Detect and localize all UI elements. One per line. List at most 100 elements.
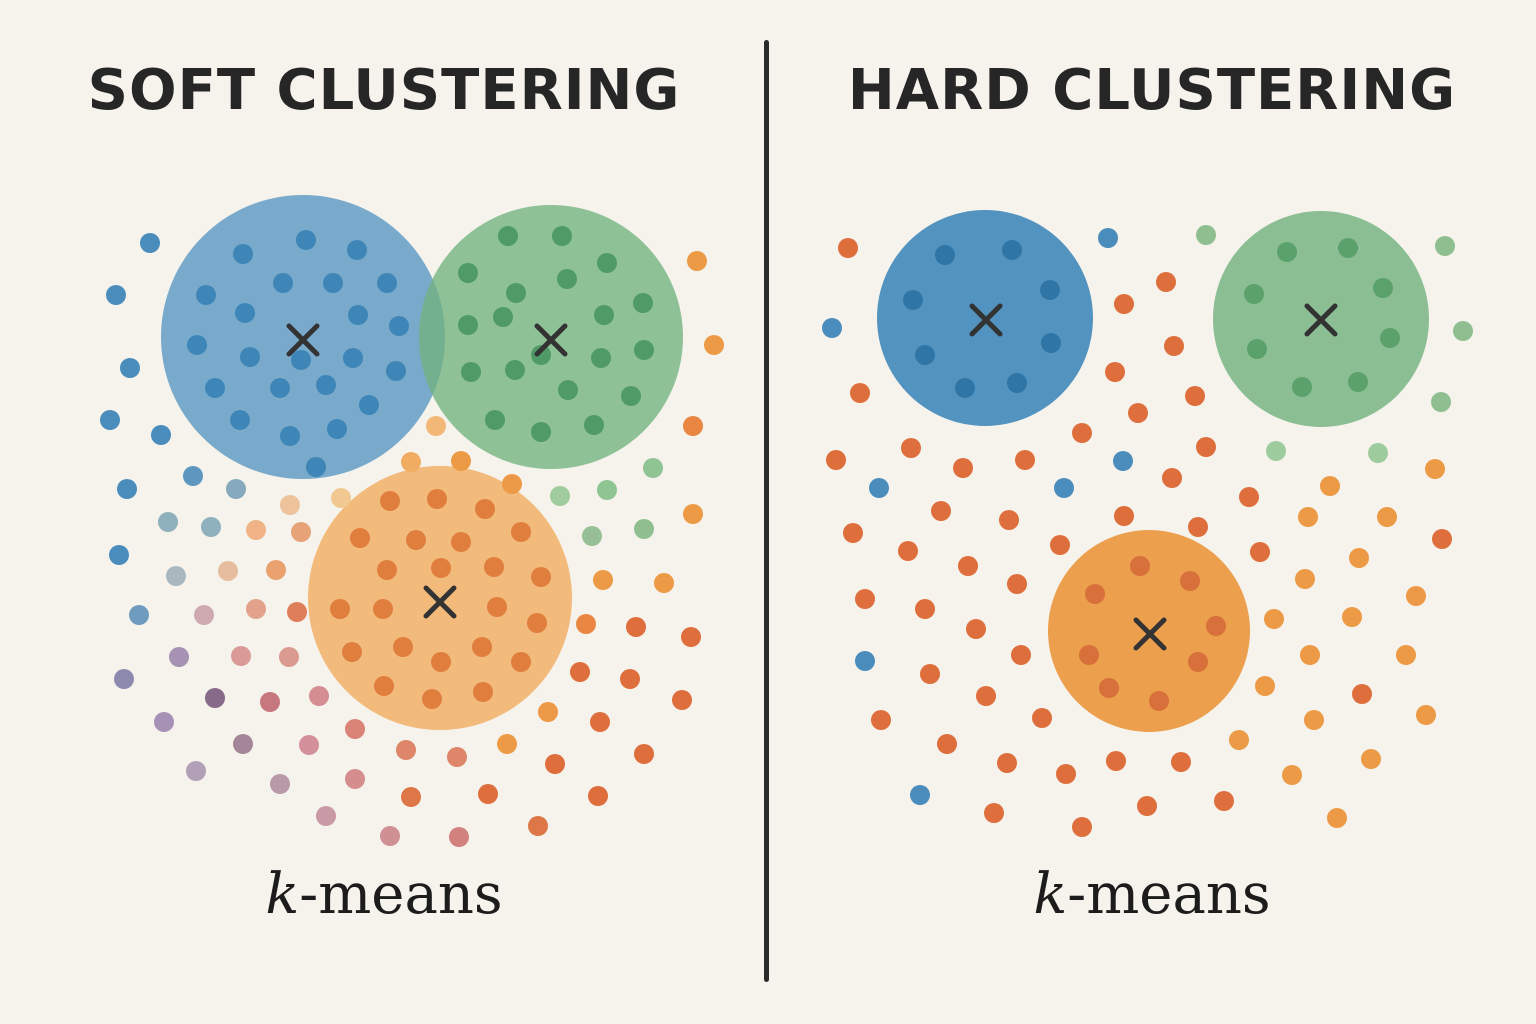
data-point <box>1250 542 1270 562</box>
data-point <box>393 637 413 657</box>
data-point <box>485 410 505 430</box>
data-point <box>1277 242 1297 262</box>
hard-clustering-caption: k-means <box>768 862 1536 927</box>
data-point <box>1327 808 1347 828</box>
data-point <box>291 350 311 370</box>
data-point <box>1002 240 1022 260</box>
data-point <box>1196 225 1216 245</box>
data-point <box>621 386 641 406</box>
data-point <box>498 226 518 246</box>
centroid-x-icon <box>286 323 320 357</box>
data-point <box>350 528 370 548</box>
data-point <box>1188 517 1208 537</box>
data-point <box>487 597 507 617</box>
data-point <box>296 230 316 250</box>
data-point <box>299 735 319 755</box>
data-point <box>1188 652 1208 672</box>
data-point <box>1185 386 1205 406</box>
data-point <box>279 647 299 667</box>
data-point <box>1300 645 1320 665</box>
data-point <box>843 523 863 543</box>
data-point <box>166 566 186 586</box>
data-point <box>1040 280 1060 300</box>
data-point <box>997 753 1017 773</box>
data-point <box>377 273 397 293</box>
data-point <box>855 589 875 609</box>
data-point <box>1171 752 1191 772</box>
data-point <box>901 438 921 458</box>
data-point <box>915 599 935 619</box>
data-point <box>672 690 692 710</box>
data-point <box>550 486 570 506</box>
data-point <box>1377 507 1397 527</box>
data-point <box>531 422 551 442</box>
data-point <box>327 419 347 439</box>
data-point <box>1396 645 1416 665</box>
data-point <box>1130 556 1150 576</box>
data-point <box>570 662 590 682</box>
data-point <box>1453 321 1473 341</box>
data-point <box>389 316 409 336</box>
caption-k: k <box>265 862 300 927</box>
data-point <box>643 458 663 478</box>
data-point <box>330 599 350 619</box>
data-point <box>935 245 955 265</box>
data-point <box>451 451 471 471</box>
data-point <box>597 480 617 500</box>
centroid-x-icon <box>1304 303 1338 337</box>
data-point <box>502 474 522 494</box>
data-point <box>582 526 602 546</box>
panel-divider <box>764 40 769 982</box>
data-point <box>1162 468 1182 488</box>
data-point <box>380 491 400 511</box>
data-point <box>120 358 140 378</box>
data-point <box>205 688 225 708</box>
data-point <box>597 253 617 273</box>
data-point <box>626 617 646 637</box>
data-point <box>1264 609 1284 629</box>
data-point <box>291 522 311 542</box>
data-point <box>377 560 397 580</box>
data-point <box>422 689 442 709</box>
data-point <box>270 774 290 794</box>
soft-clustering-caption: k-means <box>0 862 768 927</box>
data-point <box>1266 441 1286 461</box>
data-point <box>633 293 653 313</box>
data-point <box>270 378 290 398</box>
data-point <box>966 619 986 639</box>
data-point <box>266 560 286 580</box>
data-point <box>280 426 300 446</box>
data-point <box>1349 548 1369 568</box>
data-point <box>246 599 266 619</box>
data-point <box>1105 362 1125 382</box>
caption-means: -means <box>1067 862 1271 927</box>
data-point <box>406 530 426 550</box>
data-point <box>557 269 577 289</box>
data-point <box>226 479 246 499</box>
data-point <box>1007 574 1027 594</box>
data-point <box>196 285 216 305</box>
data-point <box>316 806 336 826</box>
data-point <box>531 567 551 587</box>
data-point <box>915 345 935 365</box>
data-point <box>984 803 1004 823</box>
data-point <box>1435 236 1455 256</box>
data-point <box>478 784 498 804</box>
data-point <box>634 519 654 539</box>
data-point <box>1114 506 1134 526</box>
data-point <box>545 754 565 774</box>
data-point <box>1015 450 1035 470</box>
data-point <box>576 614 596 634</box>
data-point <box>109 545 129 565</box>
data-point <box>1292 377 1312 397</box>
data-point <box>1295 569 1315 589</box>
data-point <box>838 238 858 258</box>
data-point <box>273 273 293 293</box>
data-point <box>218 561 238 581</box>
data-point <box>1054 478 1074 498</box>
data-point <box>931 501 951 521</box>
data-point <box>235 303 255 323</box>
data-point <box>1106 751 1126 771</box>
data-point <box>1114 294 1134 314</box>
data-point <box>380 826 400 846</box>
